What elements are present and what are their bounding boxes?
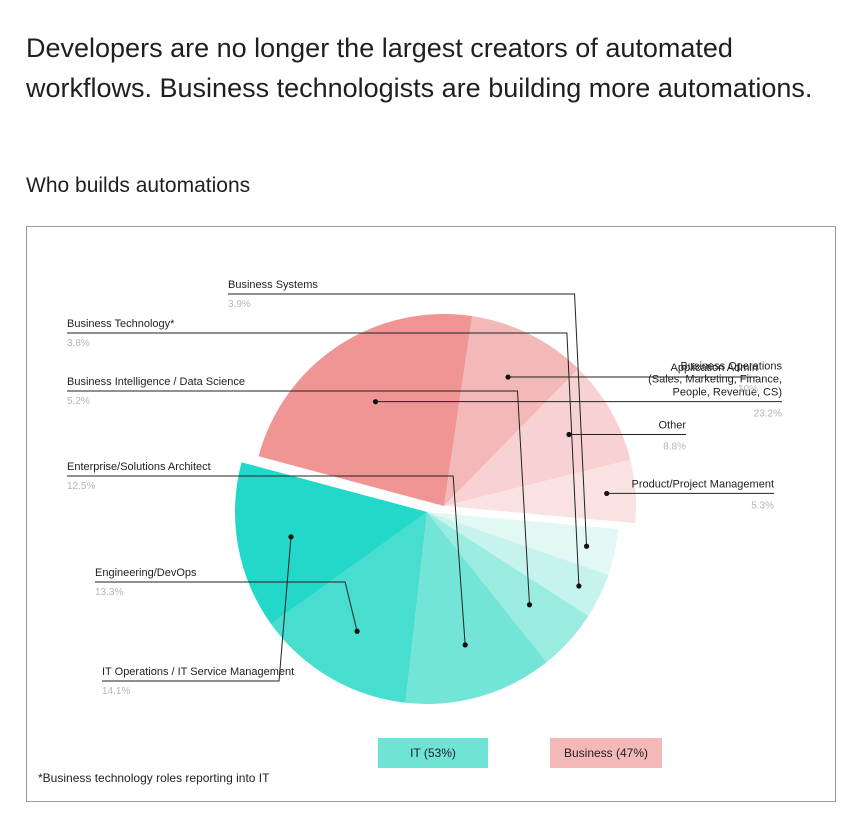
leader-dot-it-operations-it-service-management xyxy=(288,534,294,540)
slice-label-application-admin: Application Admin xyxy=(671,362,758,374)
slice-label-business-operations-sales-marketing-finance-people-revenue-cs: Business Operations xyxy=(681,361,783,373)
slice-value-business-operations-sales-marketing-finance-people-revenue-cs: 23.2% xyxy=(754,409,782,420)
slice-value-business-systems: 3.9% xyxy=(228,299,251,310)
pie-slice-business-operations-sales-marketing-finance-people-revenue-cs xyxy=(258,313,473,506)
pie-slice-other xyxy=(444,368,631,506)
slice-label-business-operations-sales-marketing-finance-people-revenue-cs: (Sales, Marketing, Finance, xyxy=(648,374,782,386)
legend-label-it-53: IT (53%) xyxy=(410,746,456,760)
labels-layer: Business Operations(Sales, Marketing, Fi… xyxy=(67,279,782,697)
leader-line-enterprise-solutions-architect xyxy=(67,475,466,645)
legend-label-business-47: Business (47%) xyxy=(564,746,648,760)
legend-swatch-it-53 xyxy=(378,738,488,768)
leader-dot-business-operations-sales-marketing-finance-people-revenue-cs xyxy=(372,399,379,405)
leader-line-engineering-devops xyxy=(95,581,358,632)
slices-layer xyxy=(234,313,637,704)
footnote: *Business technology roles reporting int… xyxy=(38,771,270,785)
headline: Developers are no longer the largest cre… xyxy=(26,33,813,103)
slice-label-enterprise-solutions-architect: Enterprise/Solutions Architect xyxy=(67,461,211,473)
leader-lines-layer xyxy=(67,293,782,682)
slice-label-product-project-management: Product/Project Management xyxy=(632,478,774,490)
chart-frame xyxy=(26,226,836,802)
leader-dot-engineering-devops xyxy=(354,628,360,634)
slice-label-other: Other xyxy=(658,419,686,431)
leader-dot-product-project-management xyxy=(604,490,610,497)
slice-value-business-intelligence-data-science: 5.2% xyxy=(67,396,90,407)
slice-label-it-operations-it-service-management: IT Operations / IT Service Management xyxy=(102,666,294,678)
slice-label-business-intelligence-data-science: Business Intelligence / Data Science xyxy=(67,376,245,388)
leader-dot-business-technology xyxy=(576,583,582,589)
leader-line-business-systems xyxy=(228,293,588,547)
pie-slice-product-project-management xyxy=(444,459,637,524)
slice-value-it-operations-it-service-management: 14.1% xyxy=(102,686,130,697)
slice-value-product-project-management: 5.3% xyxy=(751,500,774,511)
pie-slice-it-operations-it-service-management xyxy=(234,462,427,625)
leader-dot-enterprise-solutions-architect xyxy=(462,642,468,648)
slice-value-engineering-devops: 13.3% xyxy=(95,587,123,598)
leader-dot-business-intelligence-data-science xyxy=(526,602,533,608)
leader-line-business-technology xyxy=(67,332,580,587)
pie-slice-business-systems xyxy=(427,512,619,575)
chart-subtitle: Who builds automations xyxy=(26,174,251,197)
leader-dot-application-admin xyxy=(505,374,511,380)
pie-slice-engineering-devops xyxy=(271,512,427,703)
slice-label-business-systems: Business Systems xyxy=(228,279,318,291)
leader-line-it-operations-it-service-management xyxy=(102,536,292,682)
slice-value-enterprise-solutions-architect: 12.5% xyxy=(67,481,95,492)
leader-dot-other xyxy=(566,431,572,438)
leader-line-business-intelligence-data-science xyxy=(67,390,530,605)
slice-label-engineering-devops: Engineering/DevOps xyxy=(95,567,197,579)
pie-slice-business-intelligence-data-science xyxy=(427,512,589,663)
slice-label-business-operations-sales-marketing-finance-people-revenue-cs: People, Revenue, CS) xyxy=(673,387,782,399)
slice-value-other: 8.8% xyxy=(663,441,686,452)
slice-label-business-technology: Business Technology* xyxy=(67,318,175,330)
legend: IT (53%) Business (47%) xyxy=(378,738,662,768)
pie-slice-business-technology xyxy=(427,512,609,617)
slice-value-application-admin: 10% xyxy=(738,384,758,395)
slice-value-business-technology: 3.8% xyxy=(67,338,90,349)
pie-slice-enterprise-solutions-architect xyxy=(405,512,547,704)
pie-slice-application-admin xyxy=(444,316,579,506)
leader-dot-business-systems xyxy=(583,543,590,549)
legend-swatch-business-47 xyxy=(550,738,662,768)
